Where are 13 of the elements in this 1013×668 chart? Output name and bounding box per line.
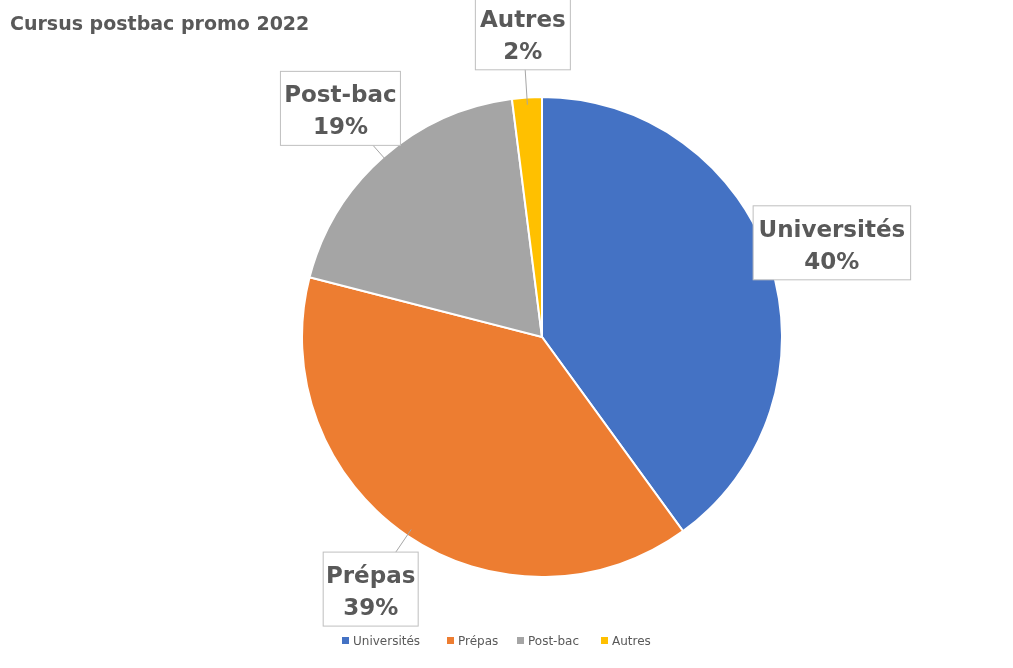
legend-label: Prépas	[458, 634, 499, 648]
legend-label: Post-bac	[528, 634, 580, 648]
slice-label: Prépas	[325, 562, 416, 589]
slice-label: Post-bac	[284, 81, 397, 108]
slice-label: Autres	[479, 5, 566, 32]
legend-label: Universités	[353, 634, 421, 648]
legend-label: Autres	[612, 634, 651, 648]
data-label: 2%	[503, 37, 543, 64]
data-label: 19%	[312, 113, 368, 140]
data-label: 39%	[343, 594, 399, 621]
slice-label: Universités	[758, 215, 906, 242]
chart-title: Cursus postbac promo 2022	[10, 12, 310, 34]
data-label: 40%	[804, 247, 860, 274]
